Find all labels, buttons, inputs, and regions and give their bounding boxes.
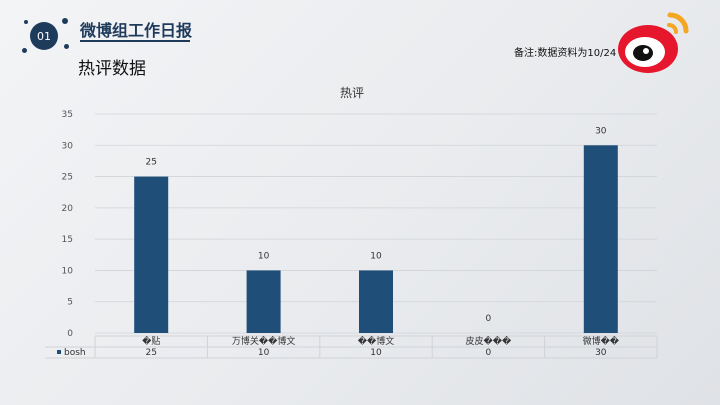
decor-dot xyxy=(62,18,68,24)
table-value: 10 xyxy=(370,348,382,358)
category-label: 微博�� xyxy=(583,335,620,347)
page-subtitle: 热评数据 xyxy=(78,59,146,79)
slide-number: 01 xyxy=(37,29,51,43)
data-note: 备注:数据资料为10/24 xyxy=(514,48,617,59)
y-tick-label: 5 xyxy=(67,298,73,308)
bar-series xyxy=(134,145,618,333)
y-tick-label: 35 xyxy=(62,110,73,120)
table-value: 25 xyxy=(145,348,156,358)
table-value: 10 xyxy=(258,348,270,358)
decor-dot xyxy=(22,48,27,53)
data-labels: 25 10 10 0 30 xyxy=(145,126,606,324)
bar xyxy=(134,176,169,333)
y-tick-label: 20 xyxy=(62,204,74,214)
table-value: 0 xyxy=(486,348,492,358)
data-label: 10 xyxy=(258,251,270,261)
y-tick-label: 0 xyxy=(67,329,73,339)
bar xyxy=(246,270,281,333)
y-tick-label: 25 xyxy=(62,173,73,183)
legend-swatch xyxy=(57,350,61,354)
category-label: 皮皮��� xyxy=(466,335,512,347)
y-tick-label: 10 xyxy=(62,266,74,276)
decor-dot xyxy=(24,20,28,24)
data-label: 25 xyxy=(145,158,156,168)
header-title: 微博组工作日报 xyxy=(80,21,193,40)
y-tick-label: 30 xyxy=(62,141,74,151)
chart-title: 热评 xyxy=(340,86,364,100)
table-value: 30 xyxy=(595,348,607,358)
data-label: 10 xyxy=(370,251,382,261)
data-label: 30 xyxy=(595,126,607,136)
legend-series-name: bosh xyxy=(64,348,86,358)
data-label: 0 xyxy=(486,314,492,324)
category-label: 万博关��博文 xyxy=(232,335,295,347)
y-tick-label: 15 xyxy=(62,235,73,245)
weibo-logo-icon xyxy=(618,12,689,73)
y-axis-ticks: 0 5 10 15 20 25 30 35 xyxy=(62,110,74,339)
decor-dot xyxy=(64,44,69,49)
header-underline xyxy=(80,40,190,42)
bar xyxy=(583,145,618,333)
category-label: ��博文 xyxy=(358,335,394,347)
bar xyxy=(359,270,393,333)
slide-number-badge: 01 xyxy=(30,22,58,50)
category-label: �贴 xyxy=(142,335,160,347)
